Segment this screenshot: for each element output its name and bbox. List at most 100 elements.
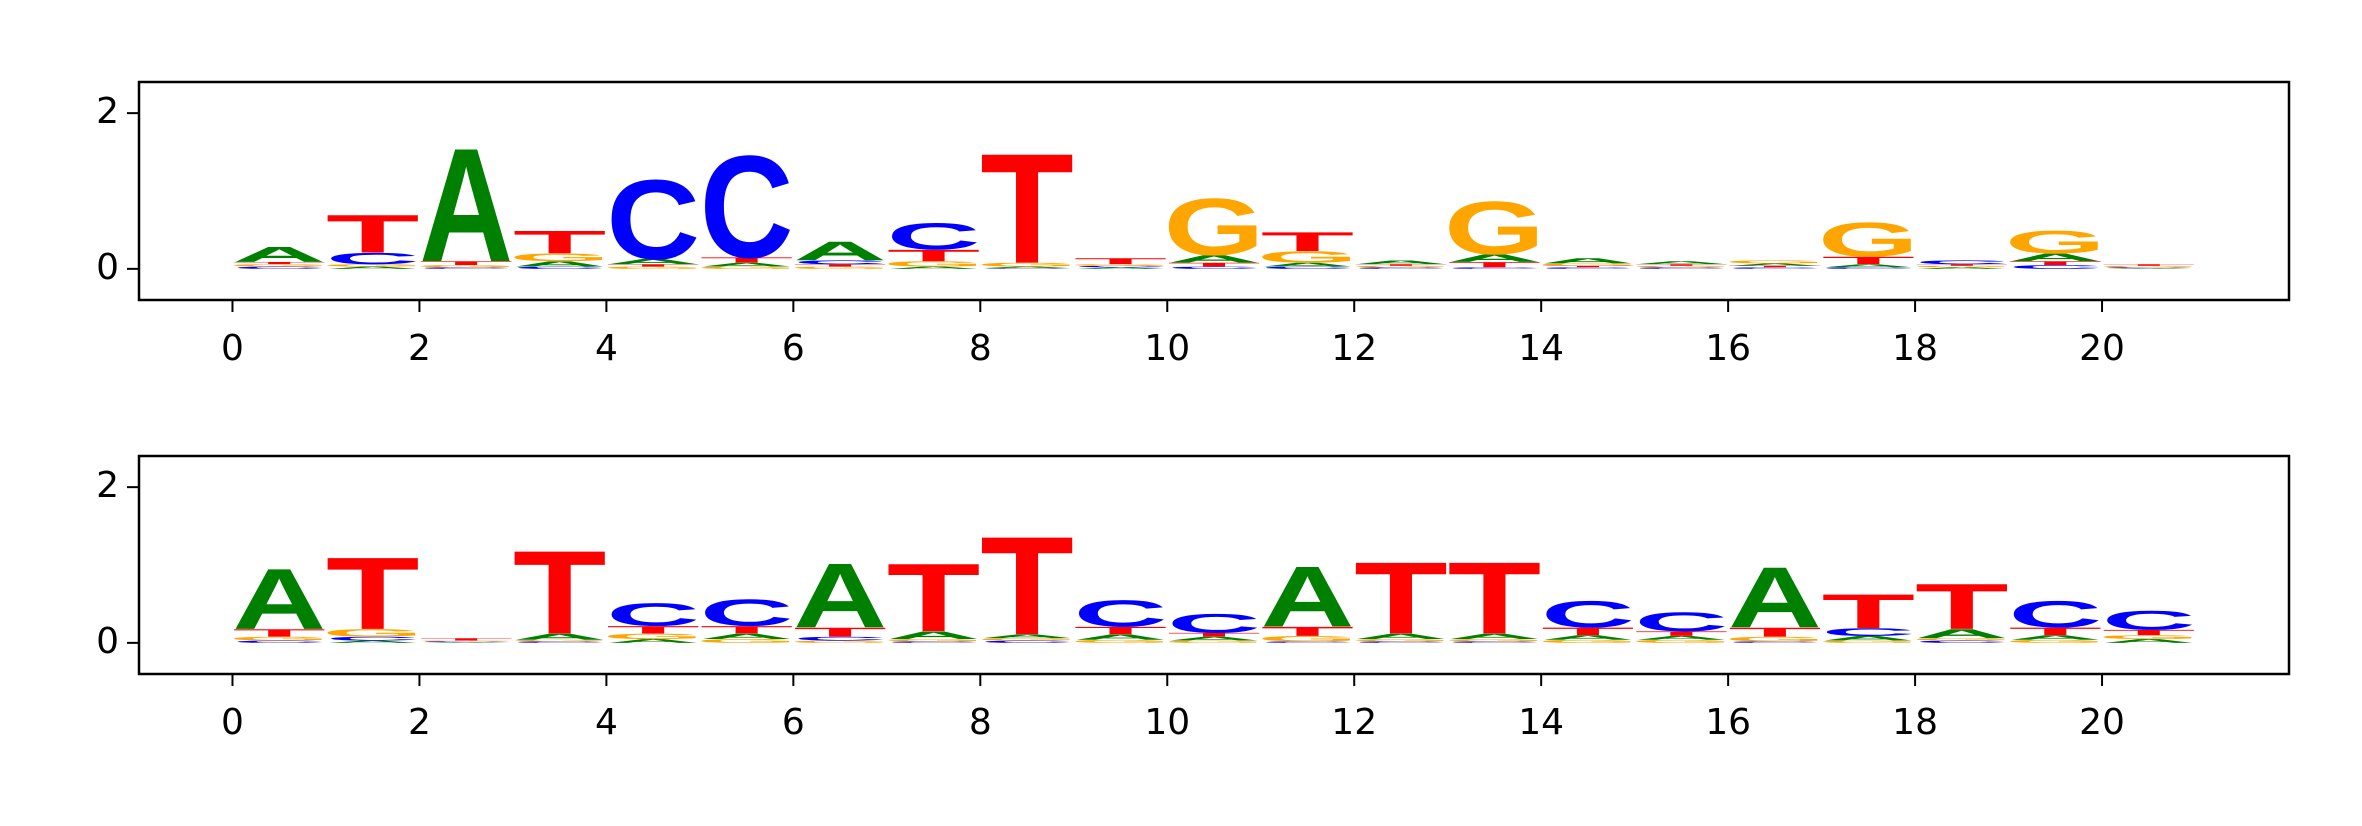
logo-letter: A [2102,268,2196,269]
x-tick-label: 0 [221,328,244,369]
logo-letter: G [322,627,423,639]
logo-letter: T [887,544,981,652]
logo-letter: T [419,260,513,266]
logo-letter: C [513,266,607,270]
logo-letter: A [232,551,326,647]
x-tick-label: 0 [221,702,244,743]
logo-letter: G [1164,181,1265,272]
logo-letter: G [1631,265,1732,267]
logo-letter: T [2102,264,2196,266]
logo-letter: C [1635,607,1729,637]
logo-letter: A [1074,267,1168,269]
logo-letter: C [1354,641,1448,643]
logo-letter: C [1448,267,1542,269]
logo-letter: T [1915,264,2009,266]
y-tick-label: 0 [96,247,119,288]
logo-letter: A [887,266,981,270]
logo-letter: A [700,632,794,640]
logo-letter: T [606,624,700,636]
logo-letter: G [977,638,1078,642]
x-tick-label: 8 [969,328,992,369]
logo-letter: A [513,632,607,642]
logo-letter: T [1074,625,1168,637]
logo-letter: C [419,267,513,269]
logo-letter: T [1915,570,2009,643]
logo-letter: T [1354,264,1448,266]
x-tick-label: 12 [1331,702,1377,743]
y-tick-label: 0 [96,621,119,662]
logo-letter: T [1448,260,1542,268]
logo-letter: G [1257,635,1358,643]
logo-letter: C [1821,267,1915,269]
logo-letter: A [1261,549,1355,645]
logo-letter: T [1728,265,1822,267]
logo-letter: A [1915,267,2009,269]
logo-letter: G [1350,638,1451,642]
logo-letter: G [2098,634,2199,640]
logo-letter: C [513,641,607,643]
logo-letter: T [1074,256,1168,266]
logo-letter: G [1350,265,1451,267]
logo-letter: T [1354,541,1448,656]
logo-letter: G [603,266,704,270]
logo-letter: C [232,640,326,644]
logo-letter: C [1074,592,1168,634]
x-tick-label: 10 [1144,328,1190,369]
logo-letter: A [606,257,700,265]
logo-letter: T [1448,541,1542,656]
logo-letter: G [790,640,891,644]
logo-letter: C [1821,626,1915,638]
logo-letter: T [1822,584,1916,638]
x-tick-label: 6 [782,702,805,743]
x-tick-label: 10 [1144,702,1190,743]
logo-letter: C [326,249,420,267]
logo-letter: T [1728,625,1822,639]
logo-letter: C [1167,266,1261,270]
logo-letter: C [2008,264,2102,270]
logo-letter: A [1448,632,1542,640]
logo-letter: T [326,204,420,264]
logo-letter: G [1818,640,1919,644]
logo-letter: T [1167,632,1261,638]
x-tick-label: 18 [1892,328,1938,369]
logo-letter: T [1167,262,1261,268]
x-tick-label: 4 [595,328,618,369]
logo-letter: T [232,261,326,265]
logo-letter: G [1070,639,1171,644]
logo-letter: C [887,641,981,643]
logo-letter: T [793,625,887,639]
logo-letter: A [700,262,794,268]
logo-letter: T [513,224,607,260]
logo-letter: G [603,632,704,640]
logo-letter: C [887,215,981,257]
logo-letter: G [1444,186,1545,271]
x-tick-label: 6 [782,328,805,369]
logo-letter: C [232,266,326,270]
logo-letter: G [1070,264,1171,266]
logo-letter: A [1821,635,1915,642]
logo-letter: A [887,629,981,641]
logo-letter: C [700,126,794,289]
logo-letter: G [2005,224,2106,260]
logo-letter: G [1537,263,1638,267]
logo-letter: A [419,115,513,296]
logo-letter: A [2008,251,2102,263]
logo-letter: G [1911,638,2012,642]
logo-letter: A [606,638,700,644]
x-tick-label: 4 [595,702,618,743]
logo-letter: G [229,264,330,268]
logo-letter: T [2102,628,2196,636]
logo-letter: C [1448,641,1542,643]
x-tick-label: 16 [1705,328,1751,369]
logo-letter: A [980,266,1074,268]
logo-letter: T [419,638,513,642]
plot-frame [137,80,2291,302]
logo-letter: G [509,251,610,263]
logo-letter: A [1167,636,1261,642]
logo-letter: G [790,266,891,270]
logo-letter: A [1728,263,1822,267]
logo-letter: T [980,508,1074,665]
